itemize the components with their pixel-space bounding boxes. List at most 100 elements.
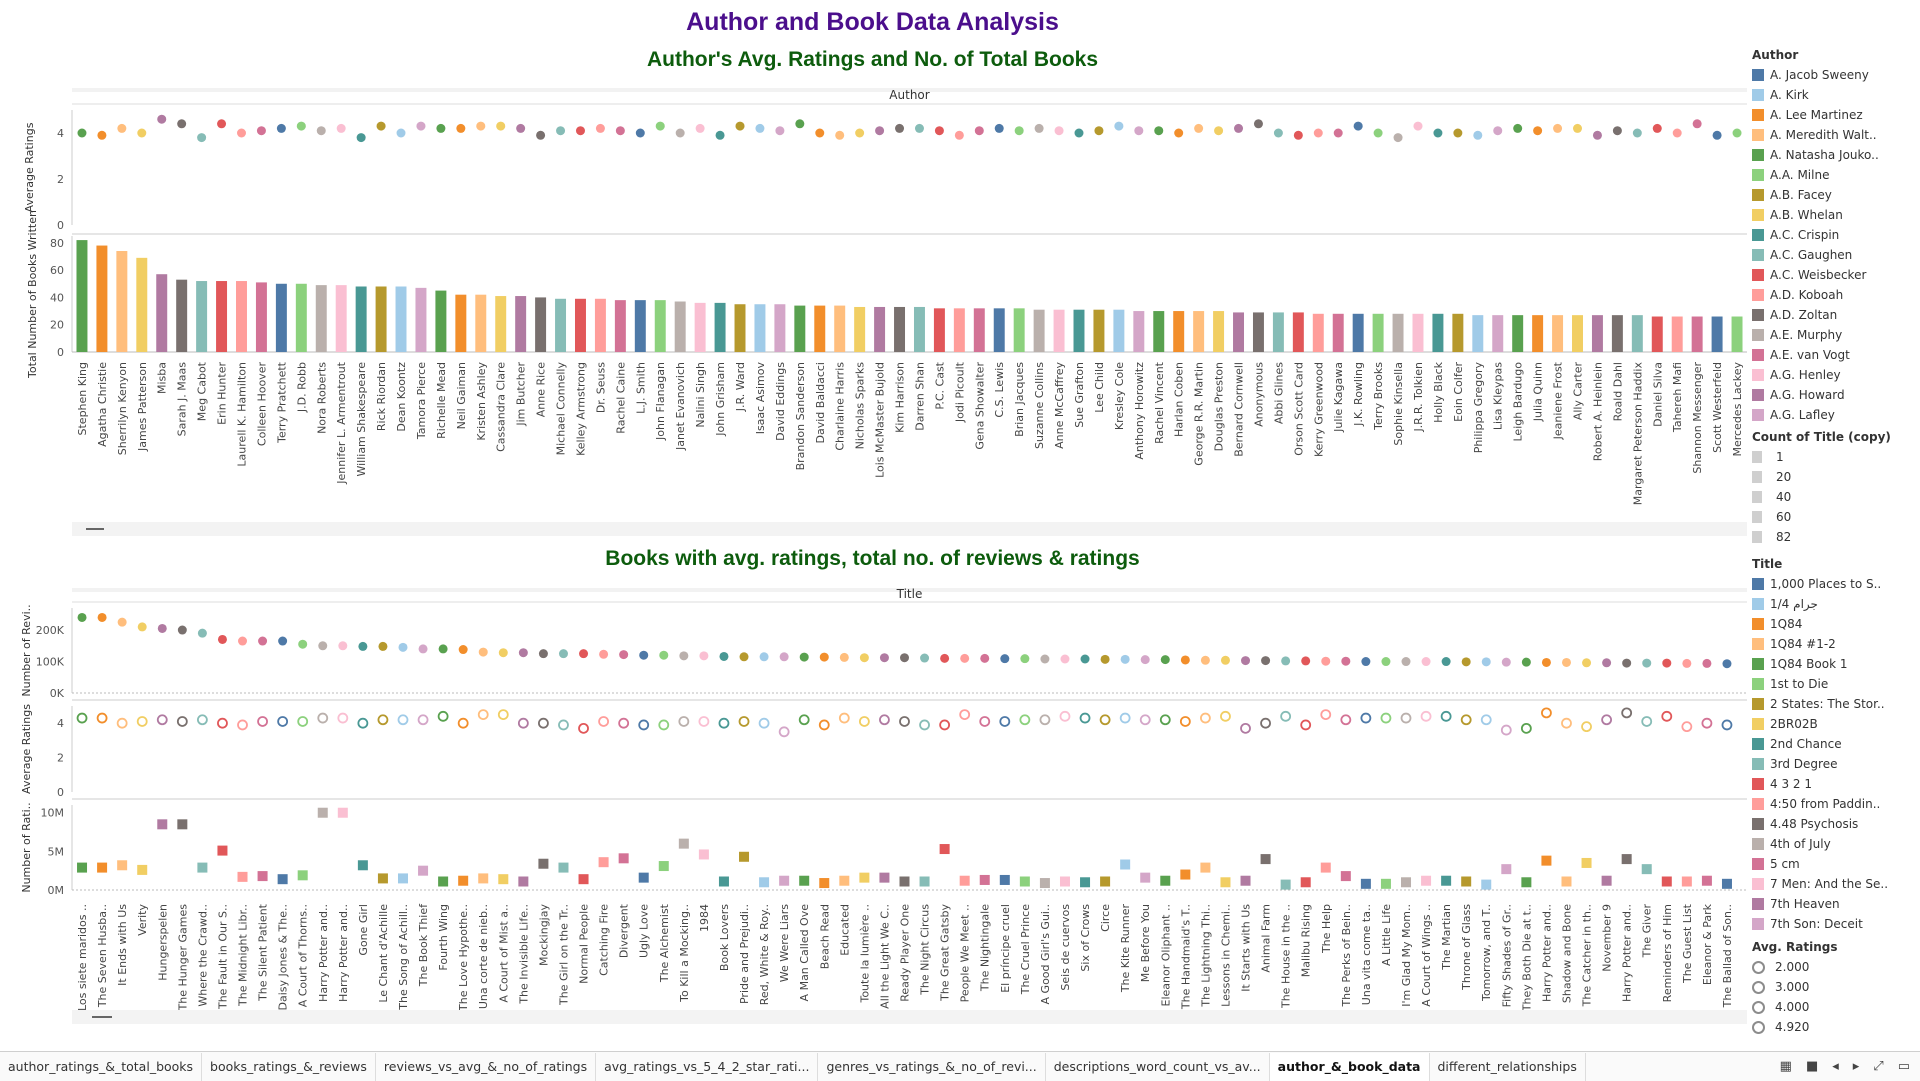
book-reviews-point bbox=[1180, 655, 1190, 665]
legend-item[interactable]: 7th Heaven bbox=[1752, 894, 1912, 914]
author-rating-point bbox=[635, 128, 645, 138]
legend-item[interactable]: A.B. Facey bbox=[1752, 185, 1912, 205]
book-num-ratings-mark bbox=[1200, 862, 1211, 873]
book-rating-point bbox=[277, 716, 289, 727]
book-reviews-point bbox=[879, 653, 889, 663]
legend-item: 60 bbox=[1752, 507, 1912, 527]
legend-item[interactable]: A.D. Koboah bbox=[1752, 285, 1912, 305]
book-rating-point bbox=[357, 717, 369, 729]
author-rating-point bbox=[556, 126, 566, 136]
title-header-label: Title bbox=[896, 587, 923, 601]
legend-item[interactable]: 1Q84 #1-2 bbox=[1752, 634, 1912, 654]
legend-item[interactable]: A. Lee Martinez bbox=[1752, 105, 1912, 125]
legend-item[interactable]: A.C. Gaughen bbox=[1752, 245, 1912, 265]
author-tick-label: Orson Scott Card bbox=[1292, 362, 1305, 456]
legend-item[interactable]: A. Natasha Jouko.. bbox=[1752, 145, 1912, 165]
legend-item[interactable]: A. Kirk bbox=[1752, 85, 1912, 105]
legend-item[interactable]: 4:50 from Paddin.. bbox=[1752, 794, 1912, 814]
legend-item[interactable]: A.D. Zoltan bbox=[1752, 305, 1912, 325]
sheet-tab[interactable]: genres_vs_ratings_&_no_of_revi... bbox=[818, 1052, 1046, 1081]
title-tick-label: Los siete maridos .. bbox=[76, 904, 89, 1011]
author-books-bar bbox=[1033, 309, 1045, 352]
title-tick-label: Fifty Shades of Gr.. bbox=[1500, 904, 1513, 1007]
sheet-tab[interactable]: author_ratings_&_total_books bbox=[0, 1052, 203, 1081]
legend-item[interactable]: 4 3 2 1 bbox=[1752, 774, 1912, 794]
legend-item[interactable]: A.E. van Vogt bbox=[1752, 345, 1912, 365]
sheet-tab[interactable]: books_ratings_&_reviews bbox=[202, 1052, 376, 1081]
title-tick-label: The Night Circus bbox=[919, 904, 932, 996]
author-books-bar bbox=[694, 302, 706, 352]
book-rating-point bbox=[1320, 709, 1332, 720]
title-tick-label: Pride and Prejudi.. bbox=[738, 904, 751, 1004]
legend-item[interactable]: 4.48 Psychosis bbox=[1752, 814, 1912, 834]
book-reviews-point bbox=[1501, 657, 1511, 667]
book-reviews-point bbox=[980, 653, 990, 663]
author-tick-label: Nicholas Sparks bbox=[854, 362, 867, 450]
film-view-icon[interactable]: ■ bbox=[1805, 1059, 1819, 1074]
author-books-bar bbox=[1332, 313, 1344, 352]
book-num-ratings-mark bbox=[1441, 875, 1452, 886]
legend-swatch bbox=[1752, 189, 1764, 201]
next-sheet-icon[interactable]: ▸ bbox=[1852, 1059, 1860, 1074]
legend-item[interactable]: A.C. Weisbecker bbox=[1752, 265, 1912, 285]
grid-view-icon[interactable]: ▦ bbox=[1779, 1059, 1792, 1074]
author-tick-label: J.D. Robb bbox=[295, 362, 308, 413]
fit-icon[interactable]: ⤢ bbox=[1873, 1059, 1884, 1074]
legend-item[interactable]: 1st to Die bbox=[1752, 674, 1912, 694]
author-books-bar bbox=[275, 283, 287, 352]
author-books-bar bbox=[614, 300, 626, 352]
author-rating-point bbox=[994, 123, 1004, 133]
legend-item[interactable]: 1/4 جرام bbox=[1752, 594, 1912, 614]
legend-item[interactable]: A.G. Howard bbox=[1752, 385, 1912, 405]
legend-item[interactable]: 1Q84 bbox=[1752, 614, 1912, 634]
legend-item[interactable]: 2 States: The Stor.. bbox=[1752, 694, 1912, 714]
legend-item[interactable]: A.B. Whelan bbox=[1752, 205, 1912, 225]
sheet-tab[interactable]: descriptions_word_count_vs_av... bbox=[1046, 1052, 1270, 1081]
author-books-bar bbox=[1711, 316, 1723, 352]
book-num-ratings-mark bbox=[337, 807, 348, 818]
book-num-ratings-mark bbox=[698, 849, 709, 860]
legend-item[interactable]: A.A. Milne bbox=[1752, 165, 1912, 185]
book-num-ratings-mark bbox=[1240, 875, 1251, 886]
legend-item[interactable]: A.C. Crispin bbox=[1752, 225, 1912, 245]
legend-item[interactable]: 7th Son: Deceit bbox=[1752, 914, 1912, 934]
legend-label: 1Q84 Book 1 bbox=[1770, 657, 1848, 671]
legend-item[interactable]: A.G. Lafley bbox=[1752, 405, 1912, 425]
legend-item[interactable]: A.E. Murphy bbox=[1752, 325, 1912, 345]
legend-label: 2nd Chance bbox=[1770, 737, 1842, 751]
sheet-tab[interactable]: avg_ratings_vs_5_4_2_star_rati... bbox=[596, 1052, 819, 1081]
author-tick-label: Anne Rice bbox=[535, 362, 548, 417]
sheet-tab[interactable]: reviews_vs_avg_&_no_of_ratings bbox=[376, 1052, 597, 1081]
book-num-ratings-mark bbox=[1019, 876, 1030, 887]
legend-item[interactable]: 7 Men: And the Se.. bbox=[1752, 874, 1912, 894]
sheet-tab[interactable]: author_&_book_data bbox=[1269, 1052, 1430, 1081]
book-num-ratings-mark bbox=[177, 819, 188, 830]
prev-sheet-icon[interactable]: ◂ bbox=[1832, 1059, 1839, 1074]
present-icon[interactable]: ▭ bbox=[1897, 1059, 1910, 1074]
book-num-ratings-mark bbox=[1581, 857, 1592, 868]
author-tick-label: Scott Westerfeld bbox=[1711, 362, 1724, 453]
book-rating-point bbox=[1500, 724, 1512, 736]
legend-item[interactable]: A.G. Henley bbox=[1752, 365, 1912, 385]
legend-item[interactable]: 4th of July bbox=[1752, 834, 1912, 854]
book-rating-point bbox=[1360, 712, 1372, 724]
author-books-bar bbox=[1053, 309, 1065, 352]
title-tick-label: The Alchemist bbox=[658, 903, 671, 983]
book-reviews-point bbox=[1301, 656, 1311, 666]
legend-item[interactable]: 3rd Degree bbox=[1752, 754, 1912, 774]
legend-item[interactable]: 5 cm bbox=[1752, 854, 1912, 874]
legend-item[interactable]: A. Meredith Walt.. bbox=[1752, 125, 1912, 145]
book-reviews-point bbox=[418, 644, 428, 654]
legend-item[interactable]: 2nd Chance bbox=[1752, 734, 1912, 754]
author-books-bar bbox=[216, 281, 228, 352]
title-tick-label: It Starts with Us bbox=[1240, 904, 1253, 992]
author-tick-label: Laurell K. Hamilton bbox=[235, 362, 248, 467]
legend-item[interactable]: 1,000 Places to S.. bbox=[1752, 574, 1912, 594]
legend-item[interactable]: A. Jacob Sweeny bbox=[1752, 65, 1912, 85]
sheet-tab[interactable]: different_relationships bbox=[1430, 1052, 1586, 1081]
book-rating-point bbox=[257, 716, 268, 727]
legend-item[interactable]: 1Q84 Book 1 bbox=[1752, 654, 1912, 674]
legend-item[interactable]: 2BR02B bbox=[1752, 714, 1912, 734]
book-rating-point bbox=[377, 714, 389, 726]
